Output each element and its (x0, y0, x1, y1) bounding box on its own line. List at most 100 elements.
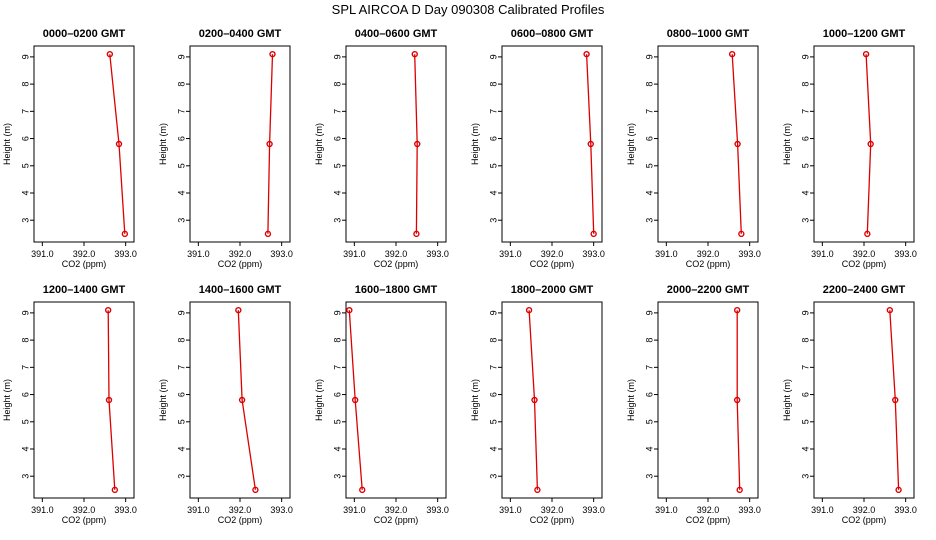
panel-title: 0600–0800 GMT (511, 28, 594, 40)
y-tick-label: 6 (800, 392, 810, 397)
y-tick-label: 5 (644, 419, 654, 424)
data-point (111, 486, 119, 494)
x-tick-label: 392.0 (385, 505, 408, 515)
y-tick-label: 8 (176, 338, 186, 343)
x-tick-label: 391.0 (655, 249, 678, 259)
plot-frame (189, 45, 291, 243)
x-axis-label: CO2 (ppm) (374, 259, 419, 269)
data-point (895, 486, 902, 494)
y-axis-label: Height (m) (470, 379, 480, 421)
panel-title: 1400–1600 GMT (199, 284, 282, 296)
x-axis-label: CO2 (ppm) (62, 259, 107, 269)
y-tick-label: 9 (332, 310, 342, 315)
x-tick-label: 391.0 (811, 505, 834, 515)
x-tick-label: 392.0 (697, 505, 720, 515)
data-point (733, 306, 741, 314)
profile-line (889, 310, 900, 490)
y-tick-label: 8 (488, 338, 498, 343)
x-tick-label: 392.0 (853, 249, 876, 259)
y-tick-label: 3 (800, 474, 810, 479)
y-axis-label: Height (m) (782, 379, 792, 421)
panel-12: 2200–2400 GMT 391.0 392.0 393.0 3 4 5 6 7 8 9 CO2 (… (782, 284, 917, 525)
y-axis-label: Height (m) (158, 379, 168, 421)
panel-5: 0800–1000 GMT 391.0 392.0 393.0 3 4 5 6 7 8 9 CO2 (… (626, 28, 761, 269)
panel-9: 1600–1800 GMT 391.0 392.0 393.0 3 4 5 6 7 8 9 CO2 (… (314, 284, 449, 525)
y-tick-label: 5 (332, 419, 342, 424)
y-tick-label: 7 (644, 109, 654, 114)
data-point (864, 230, 871, 238)
x-axis-label: CO2 (ppm) (842, 259, 887, 269)
profile-line (267, 54, 274, 234)
y-tick-label: 8 (176, 82, 186, 87)
y-tick-label: 9 (488, 310, 498, 315)
profile-line (585, 54, 595, 234)
y-tick-label: 4 (332, 190, 342, 195)
y-tick-label: 5 (488, 419, 498, 424)
data-point (886, 306, 894, 314)
y-tick-label: 3 (20, 474, 30, 479)
y-tick-label: 4 (800, 446, 810, 451)
y-tick-label: 3 (488, 218, 498, 223)
panel-title: 0200–0400 GMT (199, 28, 282, 40)
x-tick-label: 393.0 (582, 249, 605, 259)
y-tick-label: 9 (644, 54, 654, 59)
data-point (587, 140, 594, 148)
y-tick-label: 4 (332, 446, 342, 451)
x-tick-label: 392.0 (541, 505, 564, 515)
panel-10: 1800–2000 GMT 391.0 392.0 393.0 3 4 5 6 7 8 9 CO2 (… (470, 284, 605, 525)
y-tick-label: 7 (488, 109, 498, 114)
y-tick-label: 6 (332, 392, 342, 397)
data-point (106, 50, 114, 58)
y-tick-label: 3 (332, 474, 342, 479)
y-tick-label: 5 (176, 163, 186, 168)
y-tick-label: 4 (176, 446, 186, 451)
y-tick-label: 4 (488, 446, 498, 451)
y-tick-label: 4 (644, 446, 654, 451)
y-axis-label: Height (m) (158, 123, 168, 165)
x-axis-label: CO2 (ppm) (686, 515, 731, 525)
y-tick-label: 4 (488, 190, 498, 195)
y-tick-label: 3 (800, 218, 810, 223)
data-point (590, 230, 597, 238)
x-tick-label: 391.0 (499, 249, 522, 259)
panel-title: 2000–2200 GMT (667, 284, 750, 296)
x-tick-label: 393.0 (426, 505, 449, 515)
y-tick-label: 5 (332, 163, 342, 168)
y-tick-label: 5 (800, 163, 810, 168)
y-tick-label: 7 (332, 109, 342, 114)
data-point (359, 486, 366, 494)
data-point (738, 230, 745, 238)
y-tick-label: 6 (644, 392, 654, 397)
y-axis-label: Height (m) (2, 123, 12, 165)
y-tick-label: 7 (488, 365, 498, 370)
data-point (534, 486, 541, 494)
data-point (734, 140, 741, 148)
panel-title: 0000–0200 GMT (43, 28, 126, 40)
plot-frame (345, 45, 447, 243)
y-tick-label: 7 (800, 109, 810, 114)
profile-line (736, 310, 741, 490)
y-tick-label: 7 (176, 109, 186, 114)
data-point (414, 140, 421, 148)
x-axis-label: CO2 (ppm) (218, 515, 263, 525)
y-tick-label: 5 (20, 163, 30, 168)
panels: 0000–0200 GMT 391.0 392.0 393.0 3 4 5 6 7 8 9 CO2 (… (2, 28, 917, 525)
data-point (105, 396, 113, 404)
y-tick-label: 8 (488, 82, 498, 87)
data-point (264, 230, 272, 238)
x-tick-label: 393.0 (270, 505, 293, 515)
profile-line (865, 54, 872, 234)
y-tick-label: 9 (20, 54, 30, 59)
plot-frame (33, 301, 135, 499)
y-axis-label: Height (m) (626, 379, 636, 421)
x-tick-label: 392.0 (697, 249, 720, 259)
x-tick-label: 393.0 (738, 249, 761, 259)
y-tick-label: 9 (644, 310, 654, 315)
x-axis-label: CO2 (ppm) (686, 259, 731, 269)
x-tick-label: 392.0 (853, 505, 876, 515)
x-tick-label: 391.0 (343, 505, 366, 515)
panel-title: 0400–0600 GMT (355, 28, 438, 40)
y-tick-label: 6 (488, 136, 498, 141)
x-tick-label: 391.0 (499, 505, 522, 515)
profile-line (348, 310, 363, 490)
